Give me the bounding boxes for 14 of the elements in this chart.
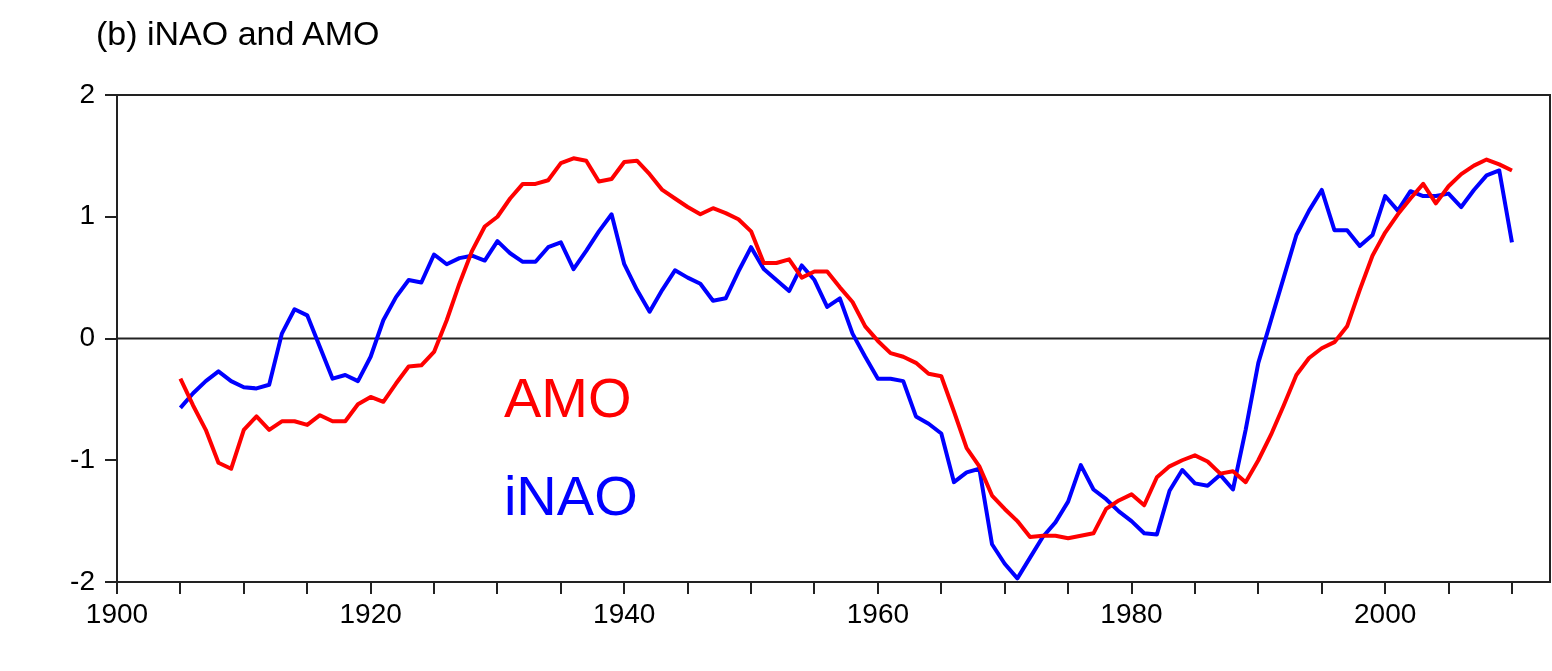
x-tick-label: 1900 <box>85 597 149 629</box>
y-tick-label: 1 <box>79 199 95 231</box>
y-tick-label: -2 <box>70 564 95 596</box>
text: iNAO <box>503 463 638 527</box>
x-tick-label: 1980 <box>1100 597 1163 629</box>
y-tick-label: 2 <box>79 77 95 109</box>
x-tick-label: 1940 <box>593 597 656 629</box>
y-tick-label: -1 <box>70 442 95 474</box>
x-tick-label: 1920 <box>339 597 402 629</box>
series-label: AMO <box>503 366 632 430</box>
x-tick-label: 1960 <box>846 597 910 629</box>
y-tick-label: 0 <box>79 321 95 353</box>
x-tick-label: 2000 <box>1353 597 1417 629</box>
chart-title: (b) iNAO and AMO <box>96 14 380 53</box>
